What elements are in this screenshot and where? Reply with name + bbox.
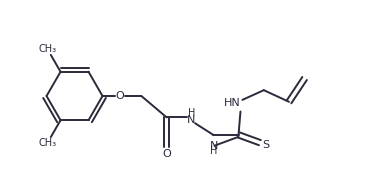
Text: N: N (210, 141, 219, 151)
Text: H: H (188, 108, 195, 118)
Text: S: S (262, 140, 269, 150)
Text: N: N (186, 115, 195, 125)
Text: HN: HN (224, 98, 241, 108)
Text: H: H (209, 146, 217, 156)
Text: CH₃: CH₃ (38, 138, 57, 148)
Text: CH₃: CH₃ (38, 44, 57, 54)
Text: O: O (115, 91, 124, 101)
Text: O: O (162, 149, 171, 159)
